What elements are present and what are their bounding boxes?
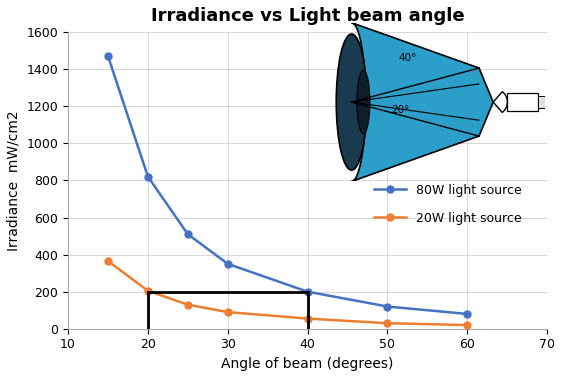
20W light source	[464, 323, 470, 327]
Ellipse shape	[336, 34, 367, 170]
20W light source	[384, 321, 391, 325]
Y-axis label: Irradiance  mW/cm2: Irradiance mW/cm2	[7, 110, 21, 251]
80W light source	[224, 262, 231, 266]
20W light source	[184, 302, 191, 307]
20W light source	[304, 316, 311, 321]
Bar	[538, 96, 545, 108]
Text: 40°: 40°	[399, 53, 417, 63]
80W light source	[105, 54, 111, 59]
20W light source	[224, 310, 231, 314]
80W light source	[464, 312, 470, 316]
Line: 80W light source: 80W light source	[105, 53, 471, 318]
Title: Irradiance vs Light beam angle: Irradiance vs Light beam angle	[151, 7, 464, 25]
20W light source	[144, 288, 151, 293]
X-axis label: Angle of beam (degrees): Angle of beam (degrees)	[221, 357, 394, 371]
Bar	[507, 93, 538, 111]
80W light source	[184, 232, 191, 237]
Wedge shape	[493, 91, 507, 113]
80W light source	[144, 174, 151, 179]
Line: 20W light source: 20W light source	[105, 258, 471, 328]
Legend: 80W light source, 20W light source: 80W light source, 20W light source	[369, 179, 527, 230]
Ellipse shape	[357, 70, 370, 134]
Polygon shape	[352, 23, 493, 181]
80W light source	[384, 304, 391, 309]
Text: 20°: 20°	[392, 105, 410, 115]
80W light source	[304, 290, 311, 294]
20W light source	[105, 259, 111, 263]
